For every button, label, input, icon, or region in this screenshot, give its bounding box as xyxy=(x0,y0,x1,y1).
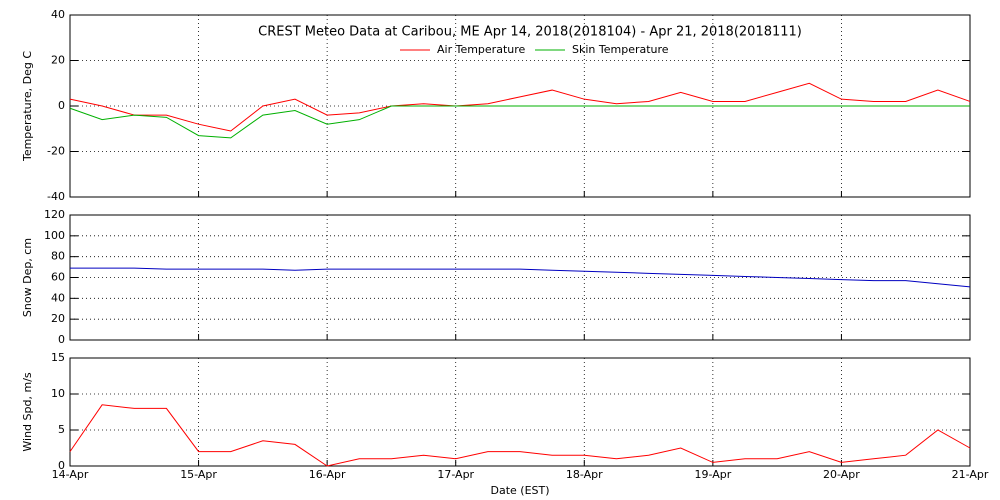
y-axis-label: Temperature, Deg C xyxy=(21,51,34,162)
y-tick-label: 40 xyxy=(51,291,65,304)
plot-frame xyxy=(69,357,971,467)
x-tick-label: 19-Apr xyxy=(694,468,731,481)
y-axis-label: Wind Spd, m/s xyxy=(21,372,34,452)
x-tick-label: 14-Apr xyxy=(52,468,89,481)
y-axis-label: Snow Dep, cm xyxy=(21,238,34,317)
legend-label: Air Temperature xyxy=(437,43,526,56)
y-tick-label: 5 xyxy=(58,423,65,436)
x-tick-label: 15-Apr xyxy=(180,468,217,481)
y-tick-label: 0 xyxy=(58,333,65,346)
data-line xyxy=(69,82,971,132)
data-line xyxy=(69,105,970,139)
y-tick-label: 10 xyxy=(51,387,65,400)
x-tick-label: 17-Apr xyxy=(437,468,474,481)
y-tick-label: 20 xyxy=(51,312,65,325)
y-tick-label: 40 xyxy=(51,8,65,21)
y-tick-label: 0 xyxy=(58,459,65,472)
data-line xyxy=(70,267,971,288)
legend-label: Skin Temperature xyxy=(572,43,669,56)
x-tick-label: 21-Apr xyxy=(952,468,989,481)
y-tick-label: 120 xyxy=(44,208,65,221)
chart-title: CREST Meteo Data at Caribou, ME Apr 14, … xyxy=(258,25,802,40)
y-tick-label: 20 xyxy=(51,54,65,67)
y-tick-label: 60 xyxy=(51,271,65,284)
x-tick-label: 20-Apr xyxy=(823,468,860,481)
x-axis-label: Date (EST) xyxy=(490,484,549,497)
data-line xyxy=(69,404,971,467)
x-tick-label: 18-Apr xyxy=(566,468,603,481)
y-tick-label: 15 xyxy=(51,351,65,364)
x-tick-label: 16-Apr xyxy=(309,468,346,481)
y-tick-label: 0 xyxy=(58,99,65,112)
y-tick-label: 100 xyxy=(44,229,65,242)
y-tick-label: -40 xyxy=(47,190,65,203)
y-tick-label: 80 xyxy=(51,250,65,263)
y-tick-label: -20 xyxy=(47,145,65,158)
